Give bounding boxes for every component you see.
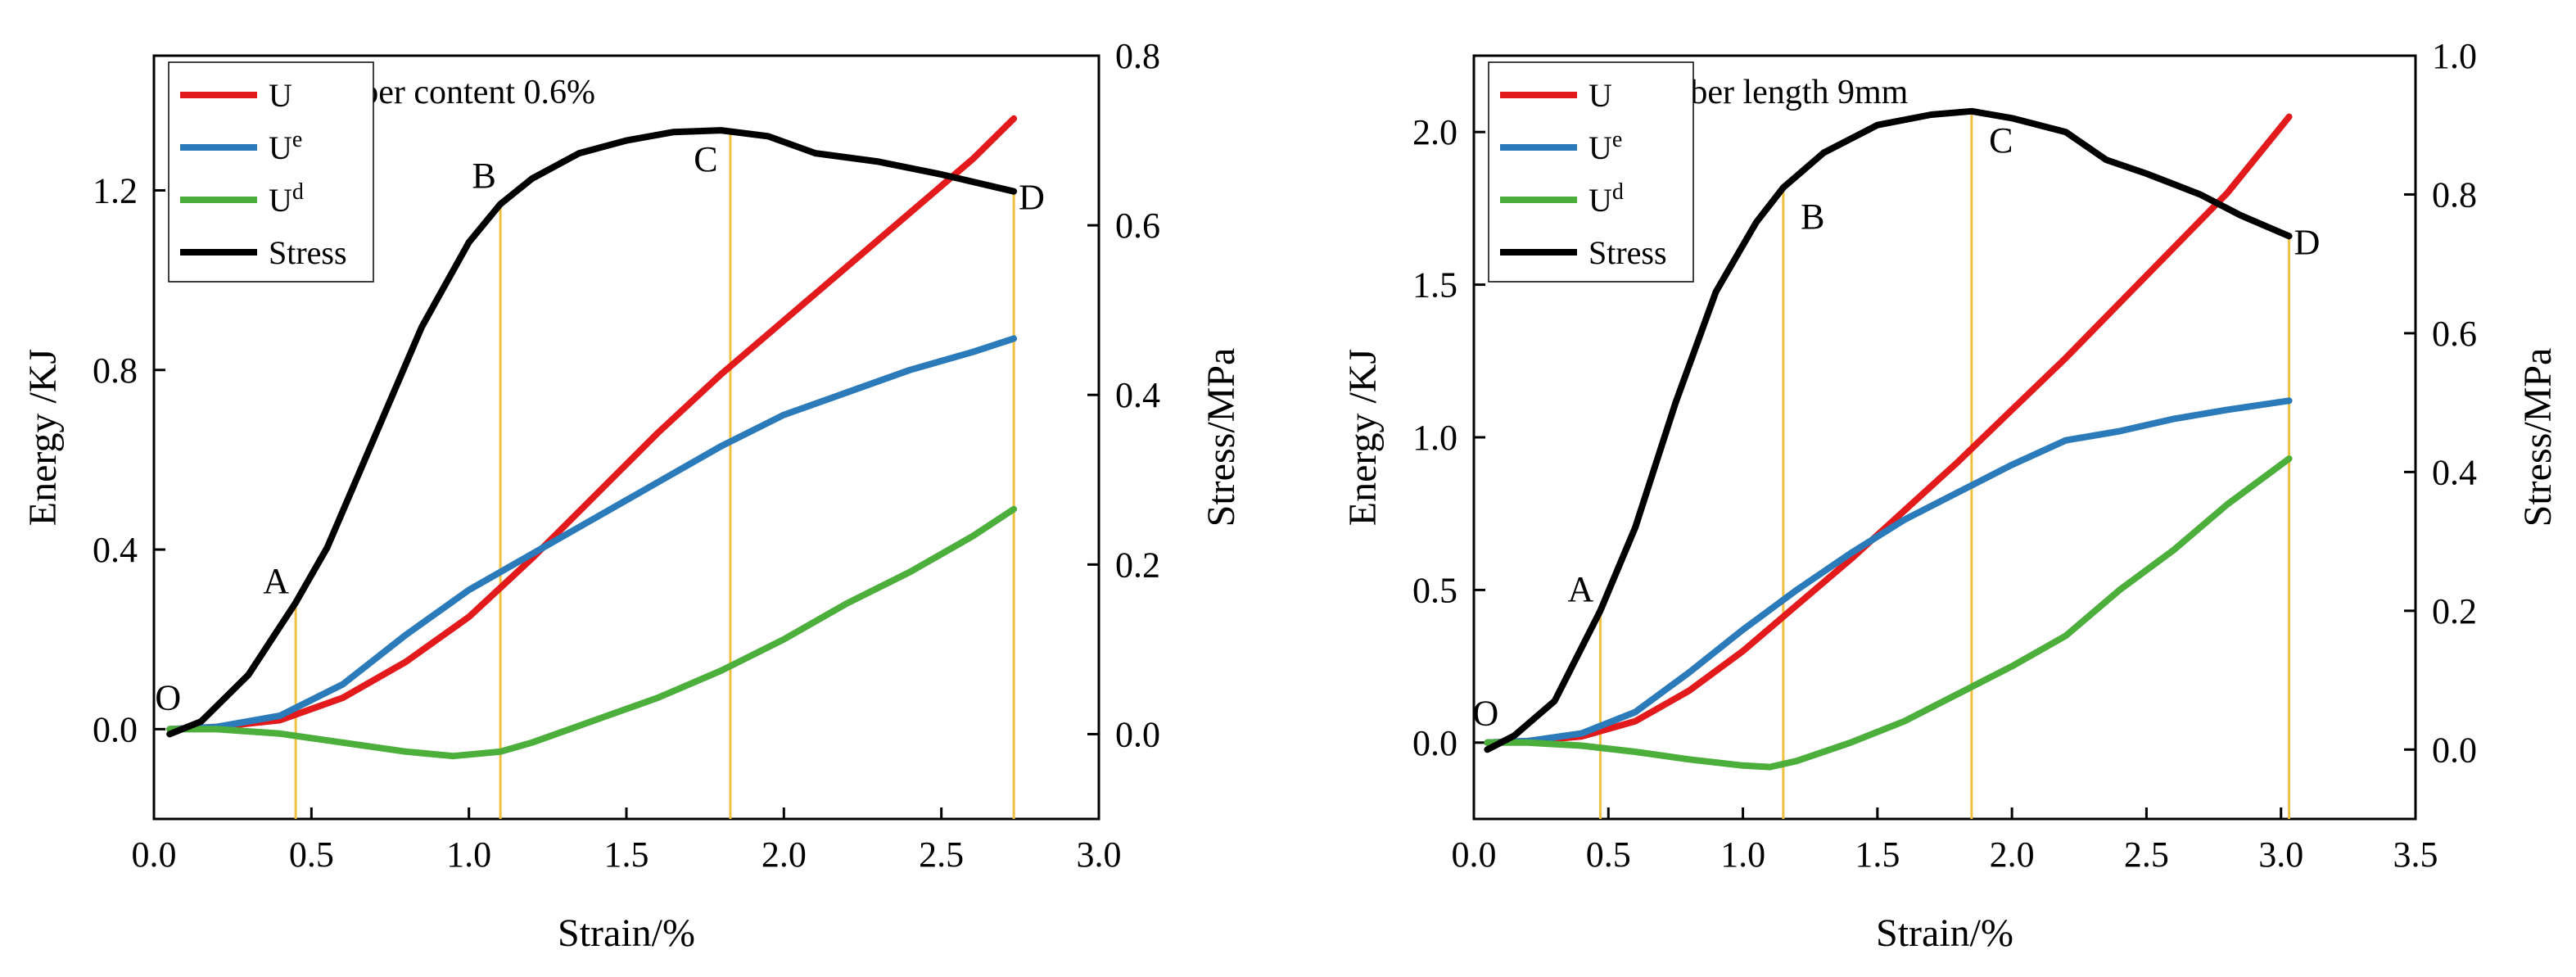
y2-tick-label: 0.0 xyxy=(1115,714,1160,754)
y-tick-label: 1.2 xyxy=(93,170,138,210)
y2-axis-title: Stress/MPa xyxy=(1200,348,1243,527)
x-axis-title: Strain/% xyxy=(1876,911,2013,955)
legend-label-u: U xyxy=(1589,77,1612,114)
y-tick-label: 1.5 xyxy=(1412,265,1457,305)
point-label-a: A xyxy=(263,561,289,601)
x-tick-label: 2.0 xyxy=(1990,835,2035,875)
point-label-d: D xyxy=(2294,222,2321,262)
series-line-ud xyxy=(166,505,1018,760)
point-label-b: B xyxy=(472,156,495,196)
y2-tick-label: 0.0 xyxy=(2432,730,2477,770)
y-tick-label: 0.8 xyxy=(93,351,138,391)
x-tick-label: 3.0 xyxy=(2258,835,2303,875)
x-tick-label: 0.0 xyxy=(132,835,177,875)
y-tick-label: 0.0 xyxy=(1412,723,1457,763)
legend-label-stress: Stress xyxy=(269,234,347,271)
legend-label-ue: Ue xyxy=(1589,127,1622,167)
point-label-o: O xyxy=(155,677,181,717)
x-tick-label: 2.0 xyxy=(762,835,807,875)
panel-a-chart: 0.0 0.5 1.0 1.5 2.0 2.5 3.0 0.0 0.4 0.8 1.2 0.0 0.2 0… xyxy=(21,36,1243,955)
point-label-o: O xyxy=(1473,693,1499,733)
point-label-a: A xyxy=(1568,569,1594,609)
x-axis-title: Strain/% xyxy=(558,911,695,955)
x-tick-label: 0.0 xyxy=(1452,835,1497,875)
y2-tick-label: 1.0 xyxy=(2432,36,2477,76)
x-tick-label: 1.0 xyxy=(1720,835,1765,875)
y2-tick-label: 0.4 xyxy=(1115,375,1160,415)
x-tick-label: 0.5 xyxy=(289,835,334,875)
y-tick-label: 0.4 xyxy=(93,530,138,570)
x-tick-label: 0.5 xyxy=(1586,835,1631,875)
panel-b-chart: 0.0 0.5 1.0 1.5 2.0 2.5 3.0 3.5 0.0 0.5 1.0 1.5 2.0 0… xyxy=(1341,36,2560,955)
point-label-c: C xyxy=(1989,120,2013,161)
y-axis-title: Energy /KJ xyxy=(21,349,65,526)
y2-tick-label: 0.2 xyxy=(2432,591,2477,631)
x-tick-label: 2.5 xyxy=(919,835,964,875)
series-line-ud xyxy=(1484,455,2293,771)
x-tick-label: 1.0 xyxy=(446,835,491,875)
x-tick-label: 1.5 xyxy=(1855,835,1900,875)
series-line-stress xyxy=(1484,107,2293,753)
x-tick-label: 3.0 xyxy=(1077,835,1122,875)
y-tick-label: 0.5 xyxy=(1412,570,1457,610)
point-label-c: C xyxy=(694,139,717,179)
y-tick-label: 0.0 xyxy=(93,709,138,749)
y2-tick-label: 0.6 xyxy=(2432,314,2477,354)
legend-label-u: U xyxy=(269,77,292,114)
series-line-ue xyxy=(1484,397,2293,746)
x-tick-label: 1.5 xyxy=(604,835,649,875)
y2-tick-label: 0.2 xyxy=(1115,545,1160,585)
y2-axis-title: Stress/MPa xyxy=(2516,348,2560,527)
x-tick-label: 3.5 xyxy=(2393,835,2438,875)
y2-tick-label: 0.8 xyxy=(1115,36,1160,76)
y-tick-label: 1.0 xyxy=(1412,418,1457,458)
y-axis-title: Energy /KJ xyxy=(1341,349,1385,526)
legend-box xyxy=(168,61,374,283)
y2-tick-label: 0.4 xyxy=(2432,452,2477,492)
y-tick-label: 2.0 xyxy=(1412,112,1457,152)
series-line-u xyxy=(166,115,1018,733)
point-label-d: D xyxy=(1019,178,1045,218)
series-line-ue xyxy=(166,335,1018,733)
legend-label-stress: Stress xyxy=(1589,234,1667,271)
series-line-stress xyxy=(166,127,1018,738)
y2-tick-label: 0.8 xyxy=(2432,174,2477,215)
x-tick-label: 2.5 xyxy=(2124,835,2169,875)
legend-box xyxy=(1488,61,1694,283)
point-label-b: B xyxy=(1801,197,1824,237)
y2-tick-label: 0.6 xyxy=(1115,206,1160,246)
